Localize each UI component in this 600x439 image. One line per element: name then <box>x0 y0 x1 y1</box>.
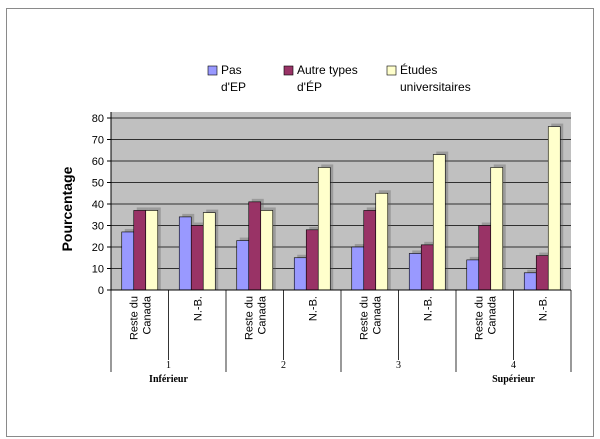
bar <box>293 257 307 291</box>
x-category-label: Reste duCanada <box>473 295 498 340</box>
group-sublabel: Inférieur <box>149 374 188 385</box>
x-axis: Reste duCanada N.-B. Reste duCanada N.-B. Re… <box>110 289 572 385</box>
bar <box>260 210 274 291</box>
bar <box>248 201 262 291</box>
legend-label: Études universitaires <box>400 62 471 94</box>
group-label: 1 <box>166 360 171 371</box>
y-tick-label: 20 <box>92 242 104 254</box>
bar <box>535 255 549 291</box>
group-label: 2 <box>281 360 286 371</box>
x-category-label: N.-B. <box>422 296 434 321</box>
y-tick-label: 40 <box>92 199 104 211</box>
group-label: 3 <box>396 360 401 371</box>
y-tick-label: 0 <box>98 285 104 297</box>
bar <box>145 210 159 291</box>
y-axis: 0 10 20 30 40 50 60 70 80 <box>92 112 112 297</box>
bar <box>420 244 434 291</box>
y-tick-label: 10 <box>92 264 104 276</box>
bar <box>202 212 216 291</box>
bar <box>305 229 319 291</box>
y-tick-label: 50 <box>92 178 104 190</box>
legend-label: Pas d'EP <box>221 63 246 94</box>
bar <box>363 210 377 291</box>
legend-swatch <box>386 65 397 76</box>
y-tick-label: 60 <box>92 156 104 168</box>
bar <box>375 192 389 291</box>
x-category-label: Reste duCanada <box>358 295 383 340</box>
x-category-label: N.-B. <box>307 296 319 321</box>
bar <box>408 253 422 291</box>
legend-label: Autre types d'ÉP <box>297 63 358 94</box>
x-category-label: Reste duCanada <box>243 295 268 340</box>
bar <box>190 225 204 291</box>
bar <box>432 154 446 291</box>
group-sublabel: Supérieur <box>492 374 535 385</box>
bar <box>317 167 331 291</box>
bar <box>490 167 504 291</box>
legend-swatch <box>283 65 294 76</box>
bars <box>121 123 564 291</box>
legend-swatch <box>207 65 218 76</box>
bar <box>351 246 365 291</box>
x-category-label: N.-B. <box>192 296 204 321</box>
x-category-label: Reste duCanada <box>128 295 153 340</box>
bar <box>178 216 192 291</box>
bar <box>236 240 250 291</box>
bar <box>523 272 537 291</box>
y-tick-label: 30 <box>92 221 104 233</box>
bar <box>121 231 135 291</box>
bar <box>478 225 492 291</box>
legend: Pas d'EP Autre types d'ÉP Études universitair… <box>207 62 471 94</box>
group-label: 4 <box>511 360 516 371</box>
y-axis-label: Pourcentage <box>59 166 75 251</box>
y-tick-label: 70 <box>92 135 104 147</box>
bar <box>133 210 147 291</box>
bar <box>547 126 561 291</box>
bar <box>466 259 480 291</box>
x-category-label: N.-B. <box>537 296 549 321</box>
y-tick-label: 80 <box>92 113 104 125</box>
